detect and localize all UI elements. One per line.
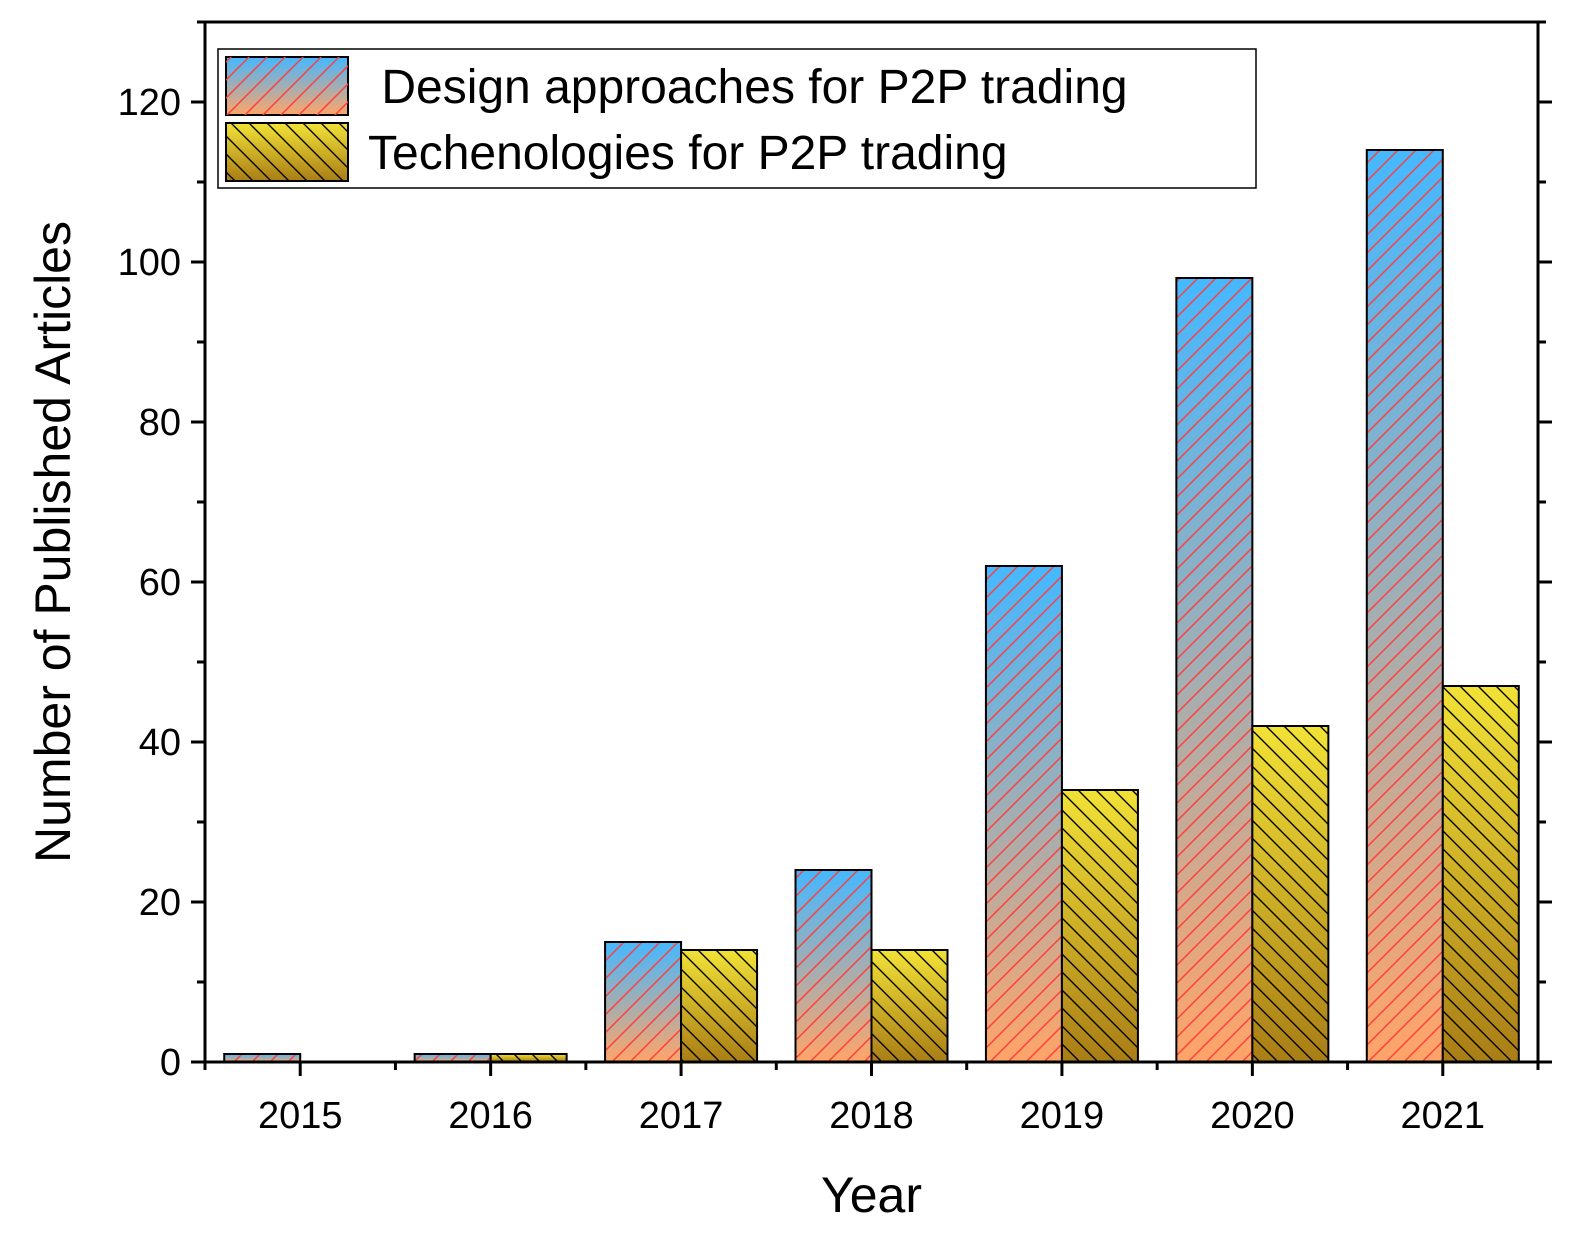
y-tick-label: 20 bbox=[139, 882, 181, 924]
y-tick-label: 0 bbox=[160, 1042, 181, 1084]
x-tick-label-2021: 2021 bbox=[1401, 1095, 1486, 1137]
y-axis: 0 20 40 60 80 100 120 bbox=[118, 20, 1552, 1084]
x-axis-title: Year bbox=[821, 1167, 922, 1223]
bar-s0-2021 bbox=[1365, 149, 1444, 1063]
legend-hatch-technologies bbox=[226, 123, 348, 181]
x-tick-label-2018: 2018 bbox=[829, 1095, 914, 1137]
bar-s1-2020 bbox=[1251, 725, 1330, 1063]
x-tick-label-2015: 2015 bbox=[258, 1095, 343, 1137]
x-tick-label-2020: 2020 bbox=[1210, 1095, 1295, 1137]
legend: Design approaches for P2P trading Techen… bbox=[217, 48, 1257, 189]
bar-s0-2019 bbox=[984, 565, 1063, 1063]
y-tick-label: 40 bbox=[139, 722, 181, 764]
bar-s1-2018 bbox=[870, 949, 949, 1063]
bar-s0-2018 bbox=[794, 869, 873, 1063]
y-tick-label: 100 bbox=[118, 242, 181, 284]
bar-s0-2017 bbox=[604, 941, 683, 1063]
y-axis-title: Number of Published Articles bbox=[25, 221, 81, 863]
y-tick-label: 60 bbox=[139, 562, 181, 604]
x-axis: 2015 2016 2017 2018 2019 2020 2021 bbox=[203, 1062, 1540, 1137]
bar-s1-2019 bbox=[1060, 789, 1139, 1063]
legend-label-design-approaches: Design approaches for P2P trading bbox=[368, 61, 1128, 114]
legend-label-technologies: Techenologies for P2P trading bbox=[368, 127, 1008, 180]
y-tick-label: 80 bbox=[139, 402, 181, 444]
bar-s1-2021 bbox=[1441, 685, 1520, 1063]
x-tick-label-2017: 2017 bbox=[639, 1095, 724, 1137]
x-tick-label-2019: 2019 bbox=[1020, 1095, 1105, 1137]
y-tick-label: 120 bbox=[118, 82, 181, 124]
bars-layer bbox=[223, 149, 1520, 1063]
legend-hatch-design-approaches bbox=[226, 57, 348, 115]
legend-box bbox=[217, 48, 1257, 189]
x-tick-label-2016: 2016 bbox=[448, 1095, 533, 1137]
bar-s0-2020 bbox=[1175, 277, 1254, 1063]
bar-s1-2017 bbox=[680, 949, 759, 1063]
